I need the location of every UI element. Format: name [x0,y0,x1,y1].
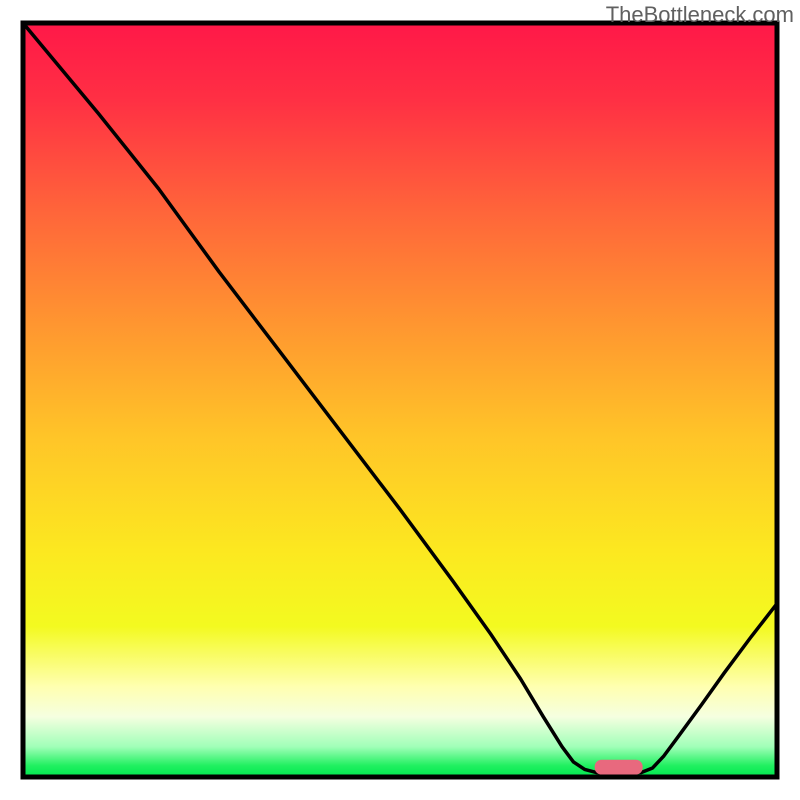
plot-area [23,23,777,777]
gradient-background [23,23,777,777]
sweet-spot-marker [595,760,643,775]
chart-container: TheBottleneck.com [0,0,800,800]
watermark-text: TheBottleneck.com [606,2,794,28]
bottleneck-chart [0,0,800,800]
